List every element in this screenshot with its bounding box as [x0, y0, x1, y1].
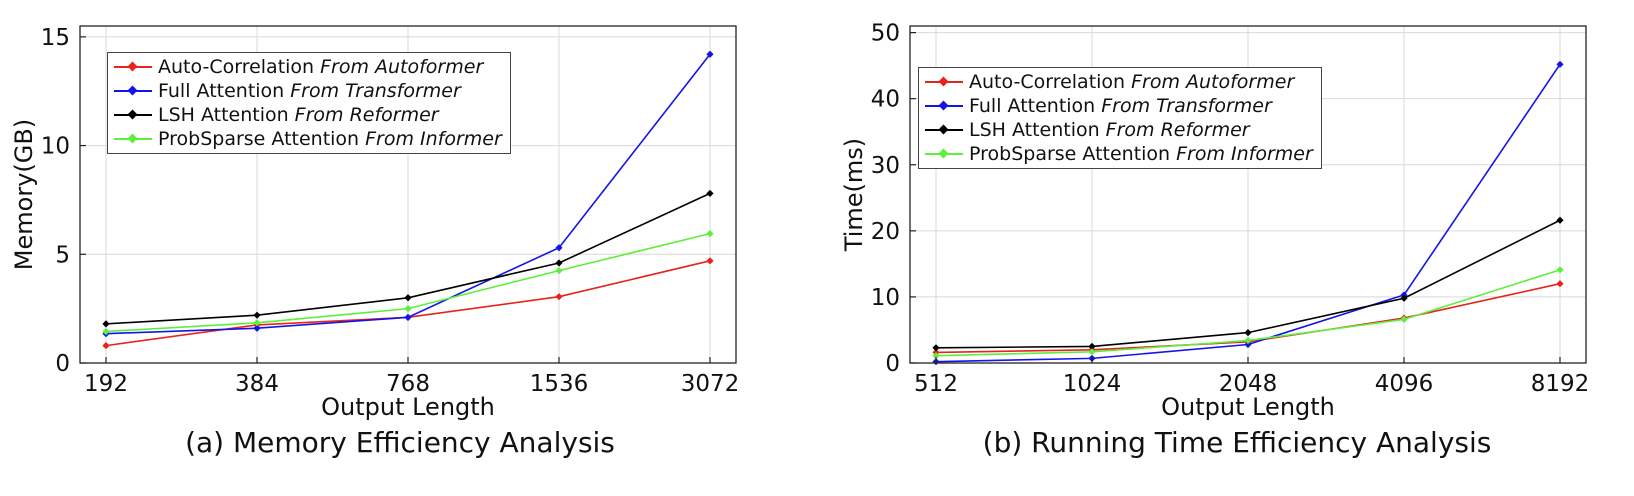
legend-item: ProbSparse Attention From Informer — [925, 142, 1313, 166]
full-attention-point — [706, 50, 714, 58]
probsparse-attention-point — [253, 319, 261, 327]
lsh-attention-point — [706, 189, 714, 198]
lsh-attention-point — [1556, 216, 1564, 224]
x-tick-label: 1536 — [530, 371, 589, 397]
probsparse-attention-point — [706, 230, 714, 238]
y-tick-label: 40 — [871, 87, 900, 113]
legend-item: ProbSparse Attention From Informer — [114, 127, 502, 151]
legend-item: Auto-Correlation From Autoformer — [925, 70, 1313, 94]
y-tick-label: 30 — [871, 153, 900, 179]
legend-swatch — [925, 142, 963, 166]
legend-series-source: From Transformer — [1101, 95, 1272, 117]
legend-series-source: From Autoformer — [1131, 71, 1295, 93]
legend-item: Full Attention From Transformer — [925, 94, 1313, 118]
legend-swatch — [114, 127, 152, 151]
legend-series-name: ProbSparse Attention — [158, 128, 360, 150]
legend-item: Full Attention From Transformer — [114, 79, 502, 103]
legend-swatch — [114, 79, 152, 103]
probsparse-attention-point — [102, 327, 110, 336]
y-tick-label: 5 — [55, 242, 70, 268]
probsparse-attention-point — [1556, 266, 1564, 274]
auto-correlation-point — [555, 293, 563, 301]
memory-chart-svg: 192 384 768 1536 3072 0 5 10 15 Output Length Me… — [10, 25, 740, 421]
full-attention-point — [404, 313, 412, 321]
lsh-attention-point — [1244, 329, 1252, 337]
legend-swatch — [925, 94, 963, 118]
legend-series-name: Auto-Correlation — [969, 71, 1126, 93]
x-tick-label: 2048 — [1219, 371, 1278, 397]
probsparse-attention-point — [932, 352, 940, 360]
legend-item: LSH Attention From Reformer — [114, 103, 502, 127]
full-attention-point — [555, 244, 563, 252]
lsh-attention-point — [1400, 294, 1408, 302]
legend-series-name: ProbSparse Attention — [969, 143, 1171, 165]
y-tick-label: 0 — [55, 351, 70, 377]
memory-chart-legend: Auto-Correlation From Autoformer Full Atte… — [107, 52, 511, 154]
time-chart-caption: (b) Running Time Efficiency Analysis — [982, 426, 1492, 459]
legend-series-name: Full Attention — [158, 80, 285, 102]
x-tick-label: 512 — [914, 371, 958, 397]
plot-frame — [909, 25, 1587, 364]
y-tick-label: 10 — [871, 285, 900, 311]
x-tick-label: 4096 — [1375, 371, 1434, 397]
auto-correlation-point — [706, 257, 714, 265]
legend-series-source: From Reformer — [294, 104, 439, 126]
legend-swatch — [114, 103, 152, 127]
legend-item: LSH Attention From Reformer — [925, 118, 1313, 142]
x-axis-label: Output Length — [1161, 393, 1335, 421]
y-axis-label: Memory(GB) — [10, 119, 38, 270]
legend-series-source: From Informer — [365, 128, 502, 150]
probsparse-attention-point — [555, 266, 563, 275]
memory-efficiency-panel: 192 384 768 1536 3072 0 5 10 15 Output Length Me… — [0, 0, 800, 496]
lsh-attention-point — [932, 344, 940, 352]
x-tick-label: 384 — [235, 371, 279, 397]
x-tick-label: 768 — [386, 371, 430, 397]
x-tick-label: 192 — [84, 371, 128, 397]
legend-series-name: Full Attention — [969, 95, 1096, 117]
lsh-attention-point — [102, 320, 110, 328]
x-tick-label: 8192 — [1531, 371, 1590, 397]
probsparse-attention-series — [102, 230, 714, 336]
running-time-panel: 512 1024 2048 4096 8192 0 10 20 30 40 50 Output Le… — [840, 0, 1634, 496]
y-axis-label: Time(ms) — [840, 138, 868, 252]
legend-series-source: From Autoformer — [320, 56, 484, 78]
y-tick-label: 10 — [41, 134, 70, 160]
full-attention-point — [253, 324, 261, 332]
auto-correlation-point — [1556, 280, 1564, 288]
x-axis-label: Output Length — [321, 393, 495, 421]
legend-swatch — [925, 70, 963, 94]
legend-series-source: From Informer — [1176, 143, 1313, 165]
legend-swatch — [114, 55, 152, 79]
x-tick-label: 1024 — [1063, 371, 1122, 397]
y-tick-label: 15 — [41, 25, 70, 51]
legend-series-source: From Reformer — [1105, 119, 1250, 141]
x-tick-label: 3072 — [681, 371, 740, 397]
lsh-attention-point — [555, 259, 563, 267]
lsh-attention-point — [253, 311, 261, 319]
legend-series-name: LSH Attention — [969, 119, 1100, 141]
legend-item: Auto-Correlation From Autoformer — [114, 55, 502, 79]
auto-correlation-point — [102, 342, 110, 350]
lsh-attention-series — [102, 189, 714, 328]
y-tick-label: 0 — [885, 351, 900, 377]
plot-frame — [79, 25, 737, 364]
lsh-attention-point — [404, 294, 412, 302]
legend-swatch — [925, 118, 963, 142]
y-tick-label: 20 — [871, 219, 900, 245]
probsparse-attention-point — [404, 305, 412, 313]
y-tick-label: 50 — [871, 21, 900, 47]
time-chart-legend: Auto-Correlation From Autoformer Full Atte… — [918, 67, 1322, 169]
legend-series-name: LSH Attention — [158, 104, 289, 126]
legend-series-name: Auto-Correlation — [158, 56, 315, 78]
time-chart-svg: 512 1024 2048 4096 8192 0 10 20 30 40 50 Output Le… — [840, 21, 1590, 421]
memory-chart-caption: (a) Memory Efficiency Analysis — [185, 426, 615, 459]
legend-series-source: From Transformer — [290, 80, 461, 102]
